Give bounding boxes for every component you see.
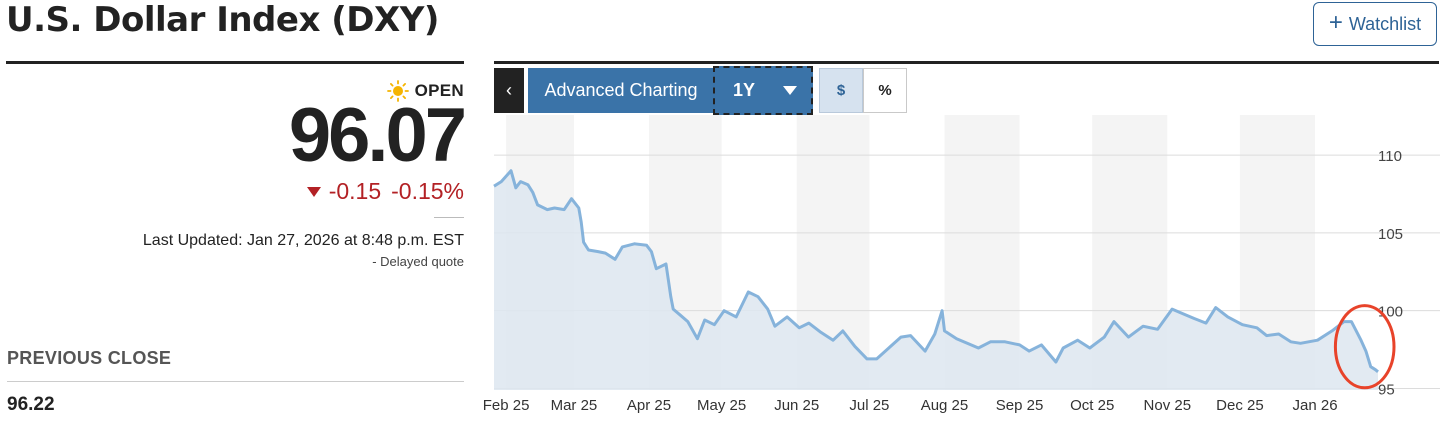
x-tick-label: Jan 26 [1293,397,1338,414]
range-label: 1Y [733,80,756,100]
header-rule-left [6,61,464,64]
percent-toggle[interactable]: % [863,68,907,113]
y-tick-label: 110 [1378,148,1402,165]
header-rule-right [494,61,1439,64]
x-tick-label: Apr 25 [627,397,671,414]
x-tick-label: Jun 25 [774,397,819,414]
change-value: -0.15 [328,178,382,204]
plus-icon: + [1328,9,1343,36]
x-tick-label: Mar 25 [551,397,598,414]
chart-line[interactable] [493,169,1379,373]
down-triangle-icon [306,186,321,197]
sun-icon [386,80,409,102]
x-tick-label: Aug 25 [921,397,969,414]
highlight-circle [1333,304,1396,390]
range-dropdown[interactable]: 1Y [713,66,813,115]
y-tick-label: 95 [1378,381,1395,398]
chart-area [494,170,1378,390]
chevron-left-icon: ‹ [506,80,512,100]
x-tick-label: Sep 25 [996,397,1044,414]
page-title: U.S. Dollar Index (DXY) [6,0,439,40]
collapse-button[interactable]: ‹ [494,68,524,113]
x-tick-label: Nov 25 [1144,397,1192,414]
previous-close-divider [7,381,464,382]
delayed-quote-note: - Delayed quote [372,254,464,269]
last-updated: Last Updated: Jan 27, 2026 at 8:48 p.m. … [142,232,464,249]
current-price: 96.07 [288,93,467,178]
watchlist-button[interactable]: + Watchlist [1313,2,1437,46]
x-tick-label: Feb 25 [483,397,530,414]
watchlist-label: Watchlist [1348,13,1422,34]
y-tick-label: 105 [1378,226,1403,243]
caret-down-icon [783,86,797,95]
previous-close-value: 96.22 [7,394,55,415]
change-percent: -0.15% [391,178,464,204]
previous-close-label: PREVIOUS CLOSE [7,348,172,368]
x-tick-label: May 25 [697,397,746,414]
divider [434,217,464,218]
x-tick-label: Jul 25 [849,397,889,414]
market-status: OPEN [386,80,464,102]
x-tick-label: Oct 25 [1070,397,1114,414]
status-label: OPEN [414,81,464,100]
dollar-toggle[interactable]: $ [819,68,863,113]
x-tick-label: Dec 25 [1216,397,1264,414]
advanced-charting-button[interactable]: Advanced Charting [528,68,714,113]
price-change: -0.15 -0.15% [306,178,464,205]
